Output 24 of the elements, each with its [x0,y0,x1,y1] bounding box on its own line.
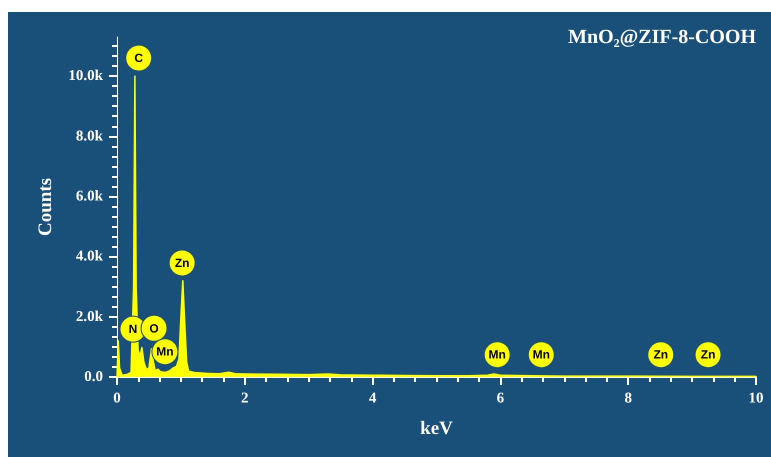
annotation: Zn [700,348,716,362]
x-tick-label: 8 [624,390,632,406]
chart-title: MnO₂@ZIF-8-COOH [568,26,756,48]
annotation: Mn [532,348,550,362]
x-tick-label: 6 [496,390,505,406]
x-tick-label: 2 [241,390,249,406]
x-axis-title: keV [420,418,454,439]
y-tick-label: 4.0k [76,248,104,265]
y-tick-label: 0.0 [84,369,103,385]
annotation: Mn [488,348,506,362]
y-tick-label: 8.0k [76,128,104,144]
y-axis-title: Counts [35,178,56,236]
annotation: Zn [174,256,190,270]
y-tick-label: 6.0k [76,188,104,204]
annotation: N [128,322,138,336]
y-tick-label: 2.0k [76,308,104,325]
annotation: O [149,321,159,336]
annotation: Mn [156,344,174,359]
annotation: Zn [653,348,668,362]
x-tick-label: 0 [113,390,121,406]
annotation: C [134,51,144,66]
x-tick-label: 10 [748,390,764,406]
y-tick-label: 10.0k [68,68,104,84]
x-tick-label: 4 [368,390,377,406]
